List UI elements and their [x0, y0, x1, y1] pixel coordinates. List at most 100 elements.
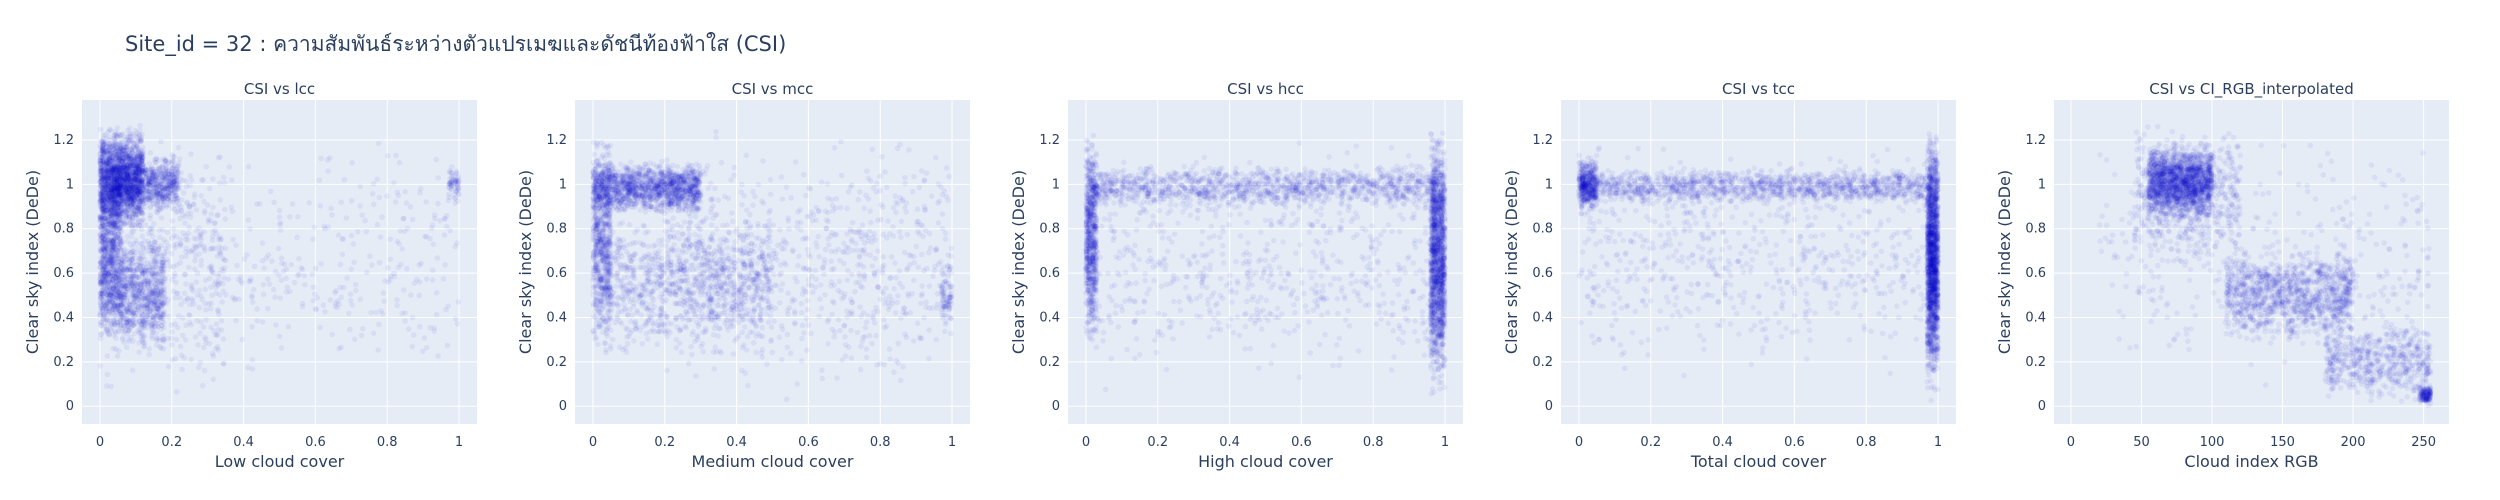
scatter-point [110, 167, 116, 173]
scatter-point [105, 144, 112, 151]
scatter-point [103, 190, 110, 196]
scatter-point [100, 206, 107, 213]
scatter-point [120, 175, 126, 181]
scatter-point [115, 146, 121, 152]
scatter-point [124, 176, 130, 183]
scatter-point [181, 271, 188, 278]
scatter-point [133, 177, 139, 184]
scatter-point [139, 169, 145, 175]
scatter-point [148, 229, 154, 236]
scatter-point [106, 146, 113, 152]
scatter-point [117, 182, 124, 188]
scatter-point [130, 240, 137, 247]
scatter-point [112, 172, 118, 179]
scatter-point [138, 181, 144, 188]
scatter-point [393, 152, 399, 159]
scatter-point [100, 183, 106, 189]
scatter-point [98, 183, 104, 189]
scatter-point [122, 162, 128, 169]
scatter-point [127, 162, 134, 168]
scatter-point [116, 176, 122, 182]
scatter-point [115, 200, 121, 207]
scatter-point [217, 197, 224, 203]
scatter-point [120, 186, 126, 193]
scatter-point [134, 151, 140, 158]
scatter-point [129, 200, 135, 207]
scatter-point [196, 251, 202, 257]
scatter-point [220, 336, 227, 342]
scatter-point [130, 322, 137, 328]
scatter-point [141, 302, 148, 308]
scatter-point [124, 185, 130, 192]
scatter-point [350, 241, 357, 247]
scatter-point [130, 176, 136, 182]
scatter-point [98, 148, 104, 154]
scatter-point [105, 156, 112, 163]
scatter-point [130, 187, 137, 193]
scatter-point [135, 191, 141, 197]
scatter-point [113, 147, 119, 154]
scatter-point [111, 169, 118, 175]
scatter-point [107, 183, 113, 190]
scatter-point [135, 161, 141, 168]
scatter-point [126, 178, 132, 185]
scatter-point [107, 186, 114, 192]
scatter-point [140, 150, 146, 157]
scatter-point [102, 180, 109, 186]
scatter-point [135, 184, 142, 191]
scatter-point [124, 182, 131, 188]
scatter-point [125, 211, 131, 217]
scatter-point [125, 176, 132, 183]
scatter-point [100, 142, 106, 148]
scatter-point [139, 178, 145, 184]
scatter-point [202, 300, 208, 307]
scatter-point [104, 194, 110, 200]
scatter-point [112, 202, 119, 208]
scatter-point [100, 174, 106, 181]
scatter-point [177, 156, 183, 162]
scatter-point [135, 192, 142, 198]
scatter-point [114, 173, 121, 180]
scatter-point [125, 207, 131, 213]
scatter-point [119, 167, 126, 174]
scatter-point [111, 174, 117, 180]
scatter-point [138, 226, 145, 232]
scatter-point [139, 203, 145, 210]
scatter-point [124, 150, 130, 156]
scatter-point [122, 177, 128, 183]
scatter-point [134, 209, 140, 215]
scatter-point [141, 194, 148, 200]
scatter-point [137, 188, 144, 195]
scatter-point [202, 207, 208, 214]
scatter-point [114, 162, 120, 168]
scatter-point [101, 210, 108, 216]
scatter-point [101, 185, 107, 191]
scatter-point [117, 211, 124, 217]
scatter-point [124, 175, 131, 181]
scatter-point [137, 241, 144, 247]
scatter-point [126, 221, 133, 228]
scatter-point [113, 189, 119, 196]
scatter-point [113, 151, 119, 158]
scatter-point [98, 192, 104, 199]
scatter-point [123, 214, 129, 220]
scatter-point [429, 277, 436, 283]
scatter-point [140, 195, 146, 201]
scatter-point [129, 186, 135, 192]
scatter-point [127, 130, 133, 137]
scatter-point [157, 234, 163, 241]
scatter-point [107, 191, 113, 197]
scatter-point [148, 244, 155, 250]
scatter-point [131, 153, 137, 160]
scatter-point [124, 201, 131, 207]
scatter-point [277, 227, 284, 233]
scatter-point [133, 174, 140, 181]
scatter-point [139, 155, 146, 162]
scatter-point [206, 275, 213, 282]
scatter-point [138, 134, 144, 141]
scatter-point [124, 172, 131, 178]
scatter-point [102, 147, 108, 154]
scatter-point [104, 169, 111, 175]
scatter-point [109, 166, 116, 172]
scatter-point [137, 162, 143, 168]
